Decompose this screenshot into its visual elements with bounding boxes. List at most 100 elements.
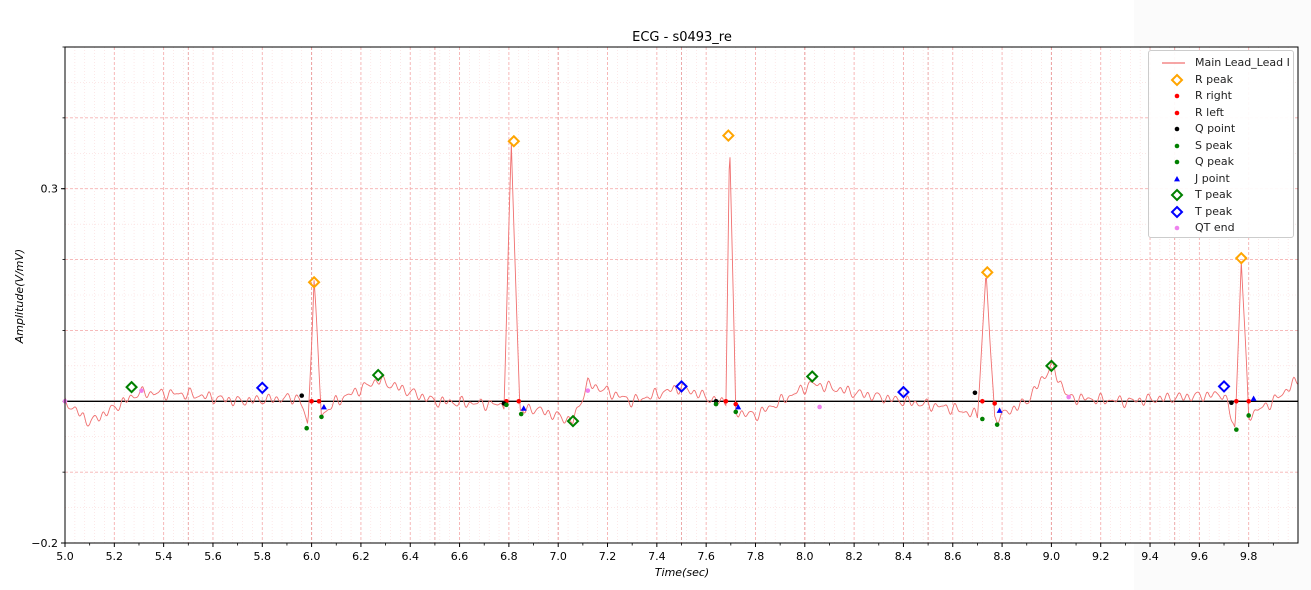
legend-item: R right bbox=[1149, 88, 1293, 104]
q-peak-marker bbox=[1234, 427, 1239, 432]
legend-label: T peak bbox=[1195, 188, 1233, 201]
legend-item: T peak bbox=[1149, 187, 1293, 203]
legend-item: R left bbox=[1149, 105, 1293, 121]
x-tick-label: 6.8 bbox=[500, 550, 518, 563]
legend-marker bbox=[1174, 93, 1180, 99]
x-tick-label: 9.8 bbox=[1240, 550, 1258, 563]
x-tick-label: 5.0 bbox=[56, 550, 74, 563]
legend-label: T peak bbox=[1195, 204, 1233, 218]
q-point-marker bbox=[1229, 400, 1234, 406]
legend-marker bbox=[1174, 110, 1180, 115]
t-peak-marker bbox=[897, 385, 910, 399]
r-peak-marker bbox=[307, 275, 321, 289]
j-point-marker bbox=[996, 407, 1003, 413]
legend-symbol bbox=[1170, 73, 1184, 86]
r-peak-marker bbox=[1234, 251, 1248, 265]
s-peak-marker bbox=[733, 409, 739, 415]
q-peak-marker bbox=[713, 401, 719, 407]
q-point-marker bbox=[299, 393, 305, 398]
markers bbox=[62, 129, 1257, 432]
legend-label: Main Lead_Lead I bbox=[1195, 56, 1290, 69]
legend-item: Main Lead_Lead I bbox=[1149, 55, 1293, 71]
legend-label: S peak bbox=[1195, 138, 1233, 152]
r-right-marker bbox=[1246, 398, 1251, 404]
legend-marker bbox=[1174, 175, 1180, 181]
legend-label: QT end bbox=[1195, 221, 1235, 234]
legend-marker bbox=[1174, 225, 1180, 231]
t-peak-marker bbox=[371, 368, 385, 382]
r-right-marker bbox=[992, 401, 997, 406]
legend-item: T peak bbox=[1149, 204, 1293, 220]
legend-label: J point bbox=[1195, 171, 1230, 185]
x-tick-label: 6.4 bbox=[401, 550, 419, 563]
r-left-marker bbox=[1234, 398, 1239, 404]
legend-symbol bbox=[1174, 110, 1180, 115]
x-tick-label: 7.6 bbox=[697, 550, 715, 563]
x-axis-label: Time(sec) bbox=[655, 566, 709, 579]
j-point-marker bbox=[1250, 395, 1257, 401]
q-point-marker bbox=[972, 390, 978, 396]
qt-end-marker bbox=[1066, 394, 1071, 400]
t-peak-marker bbox=[675, 379, 688, 393]
x-tick-label: 8.8 bbox=[993, 550, 1011, 563]
legend-item: R peak bbox=[1149, 72, 1293, 88]
legend-symbol bbox=[1174, 225, 1180, 231]
x-tick-label: 5.2 bbox=[106, 550, 124, 563]
legend: Main Lead_Lead I R peak R right R left Q poi… bbox=[1148, 50, 1294, 238]
legend-marker bbox=[1170, 205, 1184, 218]
x-tick-label: 5.8 bbox=[254, 550, 272, 563]
r-peak-marker bbox=[980, 265, 994, 279]
s-peak-marker bbox=[319, 414, 324, 420]
x-tick-label: 8.2 bbox=[845, 550, 863, 563]
x-tick-label: 6.2 bbox=[352, 550, 370, 563]
legend-symbol bbox=[1174, 175, 1180, 181]
legend-item: Q point bbox=[1149, 121, 1293, 137]
r-left-marker bbox=[309, 398, 314, 404]
q-peak-marker bbox=[980, 416, 985, 422]
x-tick-label: 6.0 bbox=[303, 550, 321, 563]
x-tick-label: 9.6 bbox=[1191, 550, 1209, 563]
qt-end-marker bbox=[139, 388, 144, 393]
legend-label: R peak bbox=[1195, 72, 1234, 86]
qt-end-marker bbox=[585, 388, 591, 393]
t-peak-marker bbox=[255, 381, 269, 395]
x-tick-label: 5.6 bbox=[204, 550, 222, 563]
t-peak-marker bbox=[805, 370, 819, 383]
t-peak-marker bbox=[125, 380, 138, 394]
legend-symbol bbox=[1174, 126, 1180, 132]
x-tick-label: 9.4 bbox=[1141, 550, 1159, 563]
t-peak-marker bbox=[566, 414, 580, 428]
legend-item: J point bbox=[1149, 171, 1293, 187]
s-peak-marker bbox=[518, 411, 524, 417]
x-tick-label: 7.0 bbox=[549, 550, 567, 563]
j-point-marker bbox=[735, 403, 742, 410]
legend-label: R left bbox=[1195, 105, 1224, 119]
legend-symbol bbox=[1174, 143, 1180, 148]
x-tick-label: 5.4 bbox=[155, 550, 173, 563]
y-axis-label: Amplitude(V/mV) bbox=[13, 249, 26, 344]
x-tick-label: 8.6 bbox=[944, 550, 962, 563]
t-peak-marker bbox=[1217, 379, 1231, 393]
q-peak-marker bbox=[504, 402, 509, 408]
legend-symbol bbox=[1170, 205, 1184, 218]
legend-marker bbox=[1170, 73, 1184, 86]
t-peak-marker bbox=[1044, 359, 1058, 373]
x-tick-label: 9.2 bbox=[1092, 550, 1110, 563]
chart-title: ECG - s0493_re bbox=[632, 30, 732, 45]
legend-symbol bbox=[1170, 188, 1184, 202]
legend-item: Q peak bbox=[1149, 154, 1293, 170]
qt-end-marker bbox=[817, 404, 822, 410]
legend-item: S peak bbox=[1149, 138, 1293, 154]
r-left-marker bbox=[980, 398, 985, 404]
legend-symbol bbox=[1174, 93, 1180, 99]
j-point-marker bbox=[320, 403, 327, 410]
y-tick-label: 0.3 bbox=[41, 183, 59, 196]
s-peak-marker bbox=[1246, 413, 1251, 418]
s-peak-marker bbox=[994, 422, 1000, 427]
r-peak-marker bbox=[507, 134, 521, 148]
x-tick-label: 9.0 bbox=[1043, 550, 1061, 563]
legend-symbol bbox=[1162, 62, 1185, 64]
legend-item: QT end bbox=[1149, 220, 1293, 236]
plot-border bbox=[64, 46, 1299, 544]
